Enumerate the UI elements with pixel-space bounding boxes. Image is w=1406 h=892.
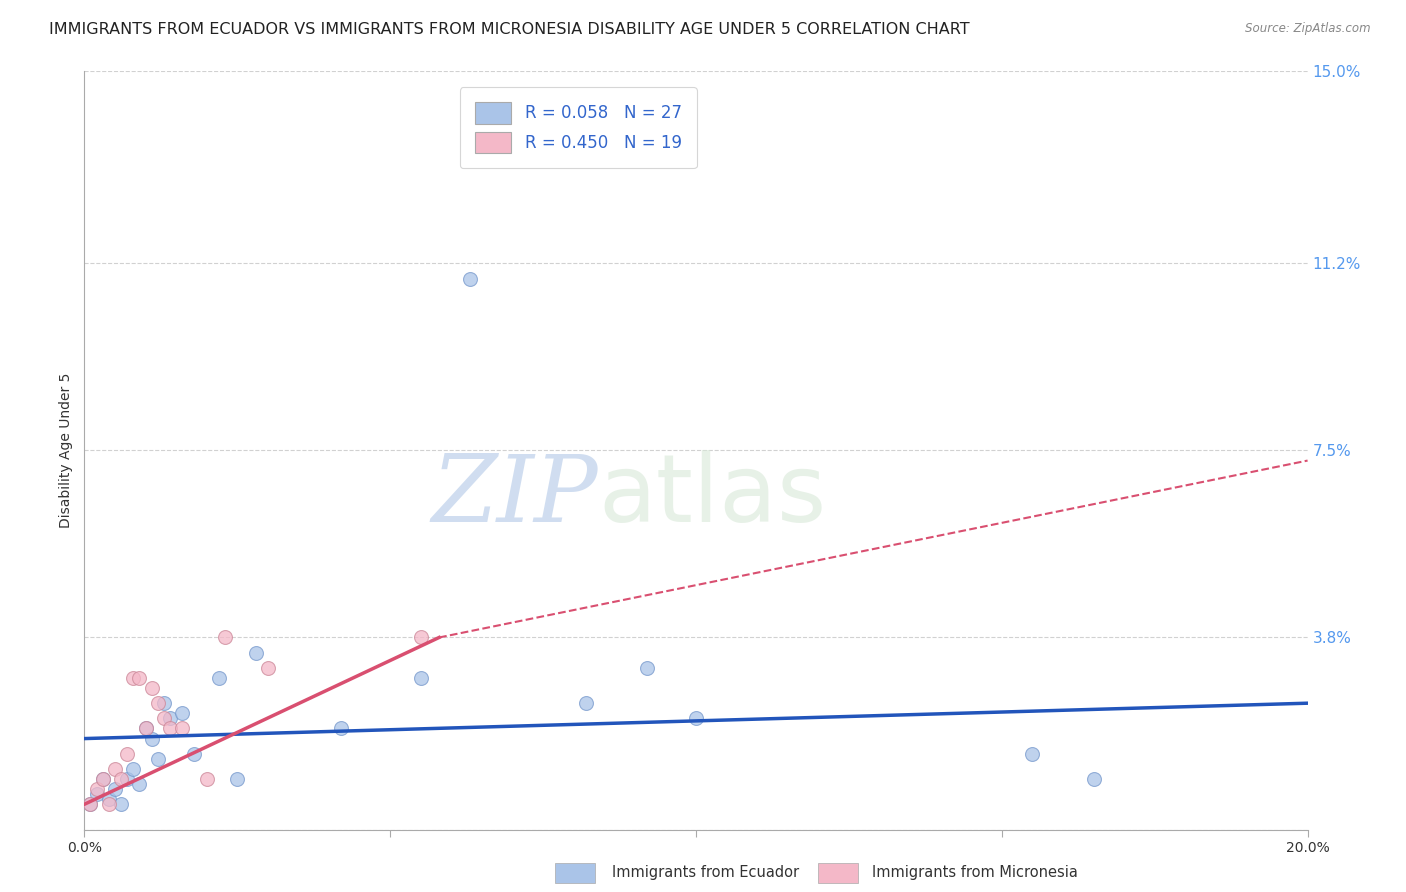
Point [159, 711, 181, 725]
Point [115, 772, 138, 786]
Point [110, 772, 132, 786]
Point [409, 671, 432, 685]
Text: Immigrants from Micronesia: Immigrants from Micronesia [872, 865, 1077, 880]
Text: IMMIGRANTS FROM ECUADOR VS IMMIGRANTS FROM MICRONESIA DISABILITY AGE UNDER 5 COR: IMMIGRANTS FROM ECUADOR VS IMMIGRANTS FR… [49, 22, 970, 37]
Point [79, 797, 101, 812]
Point [172, 706, 194, 721]
Point [135, 722, 157, 736]
Point [183, 747, 205, 761]
Point [135, 722, 157, 736]
Point [159, 722, 181, 736]
Text: ZIP: ZIP [432, 451, 598, 541]
Text: Immigrants from Ecuador: Immigrants from Ecuador [612, 865, 799, 880]
Point [141, 681, 163, 695]
Point [257, 661, 280, 675]
Point [575, 696, 598, 710]
Point [115, 747, 138, 761]
Point [226, 772, 249, 786]
Point [97, 797, 120, 812]
Point [214, 631, 236, 645]
Point [195, 772, 218, 786]
Point [86, 787, 108, 801]
Point [79, 797, 101, 812]
Point [330, 722, 353, 736]
Point [122, 671, 145, 685]
Legend: R = 0.058   N = 27, R = 0.450   N = 19: R = 0.058 N = 27, R = 0.450 N = 19 [460, 87, 696, 169]
Y-axis label: Disability Age Under 5: Disability Age Under 5 [59, 373, 73, 528]
Point [128, 671, 150, 685]
Point [146, 696, 169, 710]
Point [208, 671, 231, 685]
Point [153, 711, 176, 725]
Point [91, 772, 114, 786]
Point [636, 661, 658, 675]
Point [1021, 747, 1043, 761]
Point [97, 792, 120, 806]
Text: Source: ZipAtlas.com: Source: ZipAtlas.com [1246, 22, 1371, 36]
Point [86, 782, 108, 797]
Point [153, 696, 176, 710]
Point [104, 782, 127, 797]
Point [146, 752, 169, 766]
Point [128, 777, 150, 791]
Point [110, 797, 132, 812]
Point [685, 711, 707, 725]
Point [141, 731, 163, 746]
Point [91, 772, 114, 786]
Point [172, 722, 194, 736]
Point [245, 646, 267, 660]
Point [458, 271, 481, 285]
Point [1083, 772, 1105, 786]
Point [104, 762, 127, 776]
Point [122, 762, 145, 776]
Point [409, 631, 432, 645]
Text: atlas: atlas [598, 450, 827, 542]
